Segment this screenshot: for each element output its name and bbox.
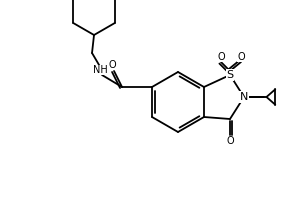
Text: O: O <box>226 136 234 146</box>
Text: NH: NH <box>93 65 107 75</box>
Text: O: O <box>237 52 245 62</box>
Text: O: O <box>217 52 225 62</box>
Text: O: O <box>108 60 116 70</box>
Text: S: S <box>226 70 233 80</box>
Text: N: N <box>240 92 248 102</box>
